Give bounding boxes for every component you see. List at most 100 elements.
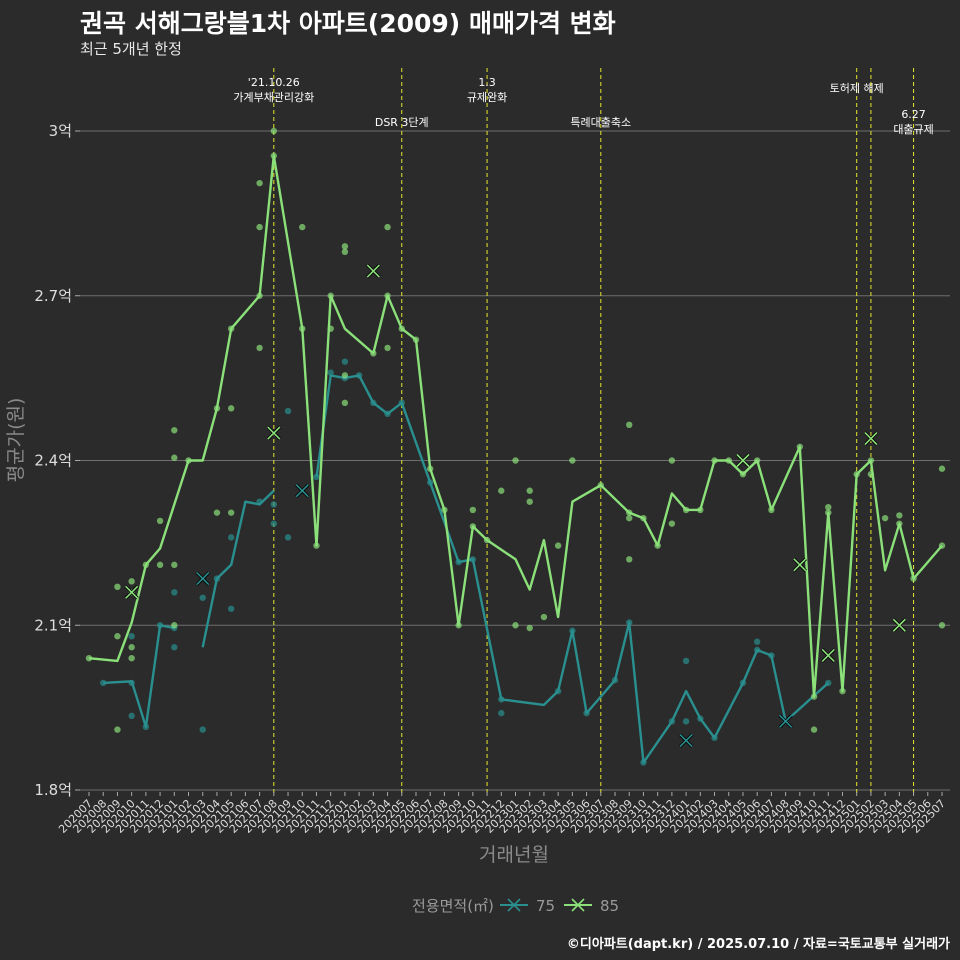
mean-mark — [736, 453, 750, 468]
mean-mark — [779, 714, 793, 728]
data-point — [668, 457, 676, 464]
mean-mark — [864, 431, 878, 446]
data-point — [171, 622, 178, 629]
mean-mark — [821, 648, 835, 663]
source-caption: ©디아파트(dapt.kr) / 2025.07.10 / 자료=국토교통부 실… — [566, 937, 950, 952]
series-75 — [100, 358, 832, 766]
event-label: 가계부채관리강화 — [233, 91, 314, 104]
data-point — [682, 657, 690, 665]
data-point — [753, 638, 761, 645]
data-point — [213, 509, 221, 516]
event-label: 1.3 — [478, 76, 496, 89]
data-point — [284, 407, 292, 415]
data-point — [227, 605, 235, 612]
data-point — [128, 633, 135, 640]
data-point — [341, 248, 349, 256]
data-point — [199, 726, 206, 733]
legend-label-85: 85 — [600, 897, 619, 915]
mean-mark — [679, 734, 693, 748]
data-point — [540, 613, 548, 621]
mean-mark — [892, 618, 906, 632]
data-point — [469, 506, 477, 514]
legend: 전용면적(㎡) 75 85 — [412, 897, 619, 915]
data-point — [114, 583, 121, 591]
data-point — [199, 594, 206, 601]
data-point — [938, 465, 946, 472]
data-point — [227, 534, 235, 541]
legend-swatch-mark — [507, 898, 521, 912]
y-tick-label: 2.1억 — [34, 616, 72, 634]
data-point — [256, 223, 263, 231]
data-point — [171, 644, 178, 651]
data-point — [171, 589, 178, 596]
data-point — [128, 644, 135, 651]
data-point — [114, 633, 121, 640]
series-group — [85, 127, 946, 766]
data-point — [171, 454, 178, 461]
data-point — [554, 542, 562, 549]
data-point — [825, 503, 832, 511]
series-line — [103, 374, 830, 764]
y-tick-label: 2.7억 — [34, 287, 72, 305]
data-point — [341, 372, 349, 379]
data-point — [128, 655, 135, 662]
mean-mark — [196, 572, 210, 586]
data-point — [569, 457, 576, 464]
event-label: '21.10.26 — [248, 76, 300, 89]
event-label: 6.27 — [901, 108, 926, 121]
data-point — [384, 344, 391, 352]
mean-mark — [267, 426, 281, 440]
data-point — [384, 223, 391, 231]
mean-mark — [125, 585, 139, 599]
data-point — [171, 427, 178, 434]
data-point — [498, 487, 505, 494]
legend-label-75: 75 — [536, 897, 555, 915]
data-point — [341, 243, 349, 250]
data-point — [299, 223, 306, 231]
y-tick-label: 2.4억 — [34, 452, 72, 470]
data-point — [810, 726, 818, 733]
data-point — [668, 520, 676, 527]
data-point — [341, 358, 349, 365]
legend-title: 전용면적(㎡) — [412, 897, 494, 915]
data-point — [682, 718, 690, 725]
mean-mark — [366, 264, 380, 278]
data-point — [526, 624, 533, 632]
chart-subtitle: 최근 5개년 한정 — [80, 40, 182, 58]
event-label: 대출규제 — [893, 123, 933, 136]
data-point — [227, 405, 235, 412]
data-point — [526, 487, 533, 494]
data-point — [626, 556, 633, 563]
data-point — [227, 509, 235, 516]
data-point — [156, 517, 164, 525]
data-point — [270, 501, 278, 508]
data-point — [526, 498, 533, 505]
data-point — [156, 561, 164, 569]
mean-mark — [295, 484, 309, 498]
event-label: 특례대출축소 — [570, 116, 631, 129]
data-point — [256, 179, 263, 187]
data-point — [128, 712, 135, 720]
data-point — [341, 399, 349, 407]
data-point — [270, 520, 278, 527]
data-point — [270, 127, 278, 135]
data-point — [114, 726, 121, 733]
event-label: 규제완화 — [467, 91, 507, 104]
x-axis-title: 거래년월 — [479, 844, 549, 866]
data-point — [498, 709, 505, 717]
data-point — [128, 578, 135, 585]
mean-mark — [793, 558, 807, 572]
data-point — [896, 512, 903, 519]
legend-swatch-mark — [571, 898, 585, 912]
data-point — [171, 561, 178, 569]
y-tick-label: 1.8억 — [34, 781, 72, 799]
data-point — [626, 514, 633, 522]
data-point — [938, 622, 946, 629]
data-point — [881, 514, 889, 522]
chart-title: 권곡 서해그랑블1차 아파트(2009) 매매가격 변화 — [80, 9, 616, 38]
event-label: 토허제 해제 — [830, 81, 884, 95]
data-point — [284, 534, 292, 541]
event-label: DSR 3단계 — [375, 116, 429, 129]
y-axis-title: 평균가(원) — [5, 398, 27, 483]
